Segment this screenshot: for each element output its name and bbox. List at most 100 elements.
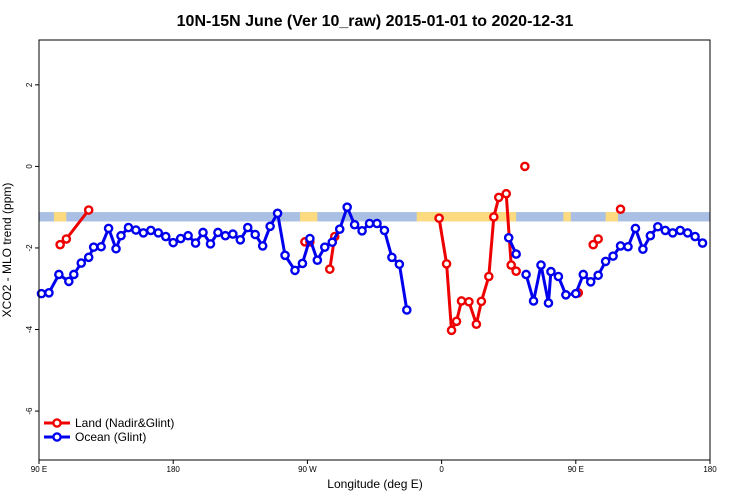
series-1-point-0-49 — [402, 305, 412, 315]
series-0-point-4-5 — [464, 296, 474, 307]
y-tick-label-2: -2 — [25, 244, 34, 252]
series-0-point-4-6 — [471, 319, 482, 330]
series-1-point-0-5 — [76, 258, 87, 268]
series-0-point-3-0 — [520, 161, 530, 172]
series-1-point-0-29 — [250, 229, 261, 240]
series-1-point-1-0 — [503, 232, 514, 243]
series-1-point-2-6 — [561, 290, 571, 300]
series-1-point-2-5 — [553, 271, 564, 282]
series-1-point-2-21 — [675, 225, 685, 236]
series-0-point-4-8 — [484, 271, 494, 282]
series-0 — [55, 161, 626, 336]
series-1-point-0-15 — [146, 225, 156, 236]
series-0-point-4-9 — [488, 212, 499, 222]
series-1-point-0-40 — [334, 224, 345, 235]
y-tick-label-0: 2 — [25, 82, 34, 87]
series-1-point-0-41 — [342, 202, 352, 212]
series-1-point-0-19 — [175, 233, 186, 244]
series-1-point-2-3 — [543, 298, 554, 308]
series-1-point-0-31 — [265, 221, 275, 232]
series-1-point-0-26 — [228, 229, 238, 239]
series-0-point-6-1 — [593, 234, 603, 244]
series-1-point-0-35 — [297, 258, 308, 269]
series-0-point-4-3 — [451, 316, 462, 327]
band-land-0 — [53, 212, 67, 222]
y-axis-label: XCO2 - MLO trend (ppm) — [0, 183, 14, 318]
series-1-point-2-16 — [638, 244, 648, 254]
series-1-point-0-21 — [190, 238, 201, 248]
series-0-point-4-10 — [493, 192, 504, 203]
series-1-point-2-8 — [578, 269, 589, 280]
x-tick-label-0: 90 E — [31, 465, 47, 474]
series-layer — [36, 161, 708, 336]
series-1-point-0-37 — [312, 255, 323, 265]
series-1-point-0-3 — [64, 276, 74, 287]
series-1-point-0-46 — [379, 225, 390, 236]
series-1-point-0-7 — [88, 242, 99, 252]
series-0-point-6-0 — [588, 239, 598, 250]
series-1-point-0-11 — [116, 230, 126, 241]
chart-title: 10N-15N June (Ver 10_raw) 2015-01-01 to … — [177, 13, 574, 30]
series-0-point-0-1 — [61, 234, 72, 244]
legend-label-1: Ocean (Glint) — [75, 430, 146, 444]
series-1-point-2-7 — [571, 288, 581, 299]
legend-label-0: Land (Nadir&Glint) — [75, 416, 174, 430]
y-axis-ticks: 2 0 -2 -4 -6 — [25, 82, 39, 415]
series-1-point-2-1 — [528, 296, 539, 306]
series-1-point-0-14 — [138, 228, 149, 238]
series-0-point-4-13 — [511, 266, 521, 277]
series-1-point-0-28 — [242, 222, 253, 233]
band-land-4 — [605, 212, 619, 222]
series-1-point-0-2 — [54, 269, 64, 280]
series-1-point-0-43 — [357, 226, 367, 236]
series-0-point-4-7 — [476, 296, 487, 307]
series-1-point-2-19 — [660, 225, 671, 236]
series-1-point-0-9 — [103, 223, 114, 234]
series-0-point-0-0 — [55, 239, 65, 250]
series-1-point-2-24 — [697, 238, 708, 248]
legend: Land (Nadir&Glint)Ocean (Glint) — [44, 416, 174, 444]
series-0-point-4-0 — [434, 213, 444, 223]
series-1-point-0-47 — [387, 252, 397, 263]
series-1-point-2-18 — [653, 221, 663, 232]
series-1-point-2-2 — [536, 260, 546, 270]
series-1-point-0-8 — [96, 241, 106, 252]
series-1-point-1-1 — [511, 249, 521, 259]
series-1-point-0-23 — [205, 239, 216, 249]
series-1-point-0-39 — [327, 237, 338, 248]
series-1-point-0-6 — [83, 252, 94, 263]
series-1-point-2-23 — [690, 231, 700, 242]
series-1-point-0-10 — [111, 243, 121, 254]
x-tick-label-4: 90 E — [568, 465, 584, 474]
series-1 — [36, 202, 708, 315]
band-land-2 — [416, 212, 517, 222]
y-tick-label-3: -4 — [25, 325, 34, 333]
band-ocean — [39, 212, 710, 222]
series-1-point-2-12 — [608, 251, 618, 261]
series-0-point-2-0 — [324, 264, 335, 274]
series-1-point-2-17 — [645, 230, 656, 241]
series-1-point-0-22 — [198, 227, 208, 238]
series-1-point-0-25 — [220, 230, 231, 241]
x-axis-ticks: 90 E 180 90 W 0 90 E 180 — [31, 460, 717, 474]
band-land-3 — [563, 212, 571, 222]
series-1-point-0-45 — [372, 218, 382, 229]
series-1-point-0-24 — [213, 227, 223, 238]
x-tick-label-5: 180 — [703, 465, 717, 474]
series-1-point-0-12 — [123, 222, 134, 233]
series-1-point-0-38 — [319, 242, 330, 252]
series-1-point-2-9 — [585, 277, 596, 287]
x-tick-label-3: 0 — [439, 465, 444, 474]
series-0-point-4-4 — [456, 296, 467, 306]
series-0-point-0-2 — [83, 205, 94, 215]
series-1-point-0-17 — [160, 231, 171, 242]
series-1-point-0-44 — [364, 218, 375, 229]
series-1-point-0-20 — [183, 230, 193, 241]
legend-marker-0 — [52, 418, 62, 428]
series-1-point-0-34 — [290, 265, 300, 276]
legend-marker-1 — [52, 432, 62, 442]
series-1-point-2-22 — [682, 228, 693, 238]
series-0-point-4-2 — [446, 325, 457, 336]
series-1-point-0-16 — [153, 228, 164, 238]
